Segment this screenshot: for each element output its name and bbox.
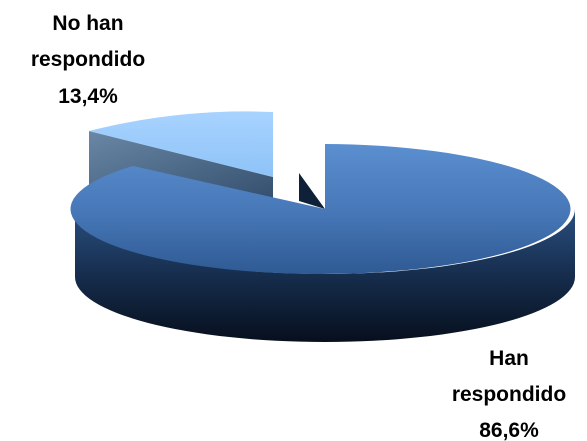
label-no-han-pct: 13,4%: [58, 85, 118, 108]
label-han-line2: respondido: [452, 383, 566, 406]
label-no-han-line2: respondido: [31, 48, 145, 71]
label-no-han-respondido: No han respondido 13,4%: [31, 12, 145, 108]
slice-small-top: [89, 111, 273, 177]
slice-big-side: [75, 209, 575, 342]
label-no-han-line1: No han: [52, 12, 123, 35]
label-han-line1: Han: [489, 347, 529, 370]
label-han-respondido: Han respondido 86,6%: [452, 347, 566, 441]
label-han-pct: 86,6%: [479, 419, 539, 441]
slice-big-inner-wall: [299, 173, 325, 209]
pie-slice-han-respondido: [70, 144, 575, 342]
slice-big-top: [70, 144, 571, 274]
